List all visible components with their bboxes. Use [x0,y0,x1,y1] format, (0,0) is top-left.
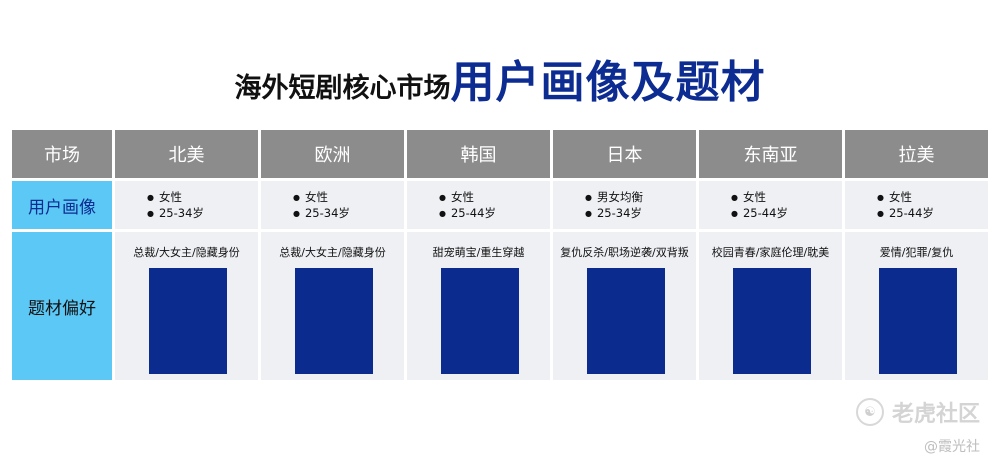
market-table: 市场 北美 欧洲 韩国 日本 东南亚 拉美 用户画像 女性25-34岁 女性25… [12,130,988,380]
genre-text: 复仇反杀/职场逆袭/双背叛 [560,246,689,259]
tiger-logo-icon: ☯ [855,398,884,426]
persona-cell: 女性25-44岁 [407,181,550,229]
genre-text: 总裁/大女主/隐藏身份 [133,246,240,259]
genre-text: 总裁/大女主/隐藏身份 [279,246,386,259]
watermark-text: 老虎社区 [891,402,980,427]
genre-cell: 甜宠萌宝/重生穿越 [407,232,550,380]
genre-cell: 总裁/大女主/隐藏身份 [261,232,404,380]
persona-cell: 女性25-34岁 [261,181,404,229]
persona-age: 25-34岁 [585,206,643,222]
header-market: 北美 [115,130,258,178]
persona-age: 25-34岁 [293,206,350,222]
genre-bar [295,268,373,374]
persona-age: 25-34岁 [147,206,204,222]
persona-age: 25-44岁 [877,206,934,222]
watermark: ☯ 老虎社区 [855,396,980,428]
genre-bar [587,268,665,374]
persona-cell: 女性25-34岁 [115,181,258,229]
credit-text: @霞光社 [924,439,980,455]
genre-bar [441,268,519,374]
header-corner: 市场 [12,130,112,178]
genre-text: 爱情/犯罪/复仇 [879,246,954,259]
persona-gender: 女性 [439,190,496,206]
row-label-genre: 题材偏好 [12,232,112,380]
header-market: 东南亚 [699,130,842,178]
persona-gender: 女性 [147,190,204,206]
persona-cell: 男女均衡25-34岁 [553,181,696,229]
header-market: 拉美 [845,130,988,178]
genre-bar [879,268,957,374]
persona-cell: 女性25-44岁 [699,181,842,229]
genre-bar [149,268,227,374]
row-label-persona: 用户画像 [12,181,112,229]
persona-gender: 女性 [877,190,934,206]
persona-cell: 女性25-44岁 [845,181,988,229]
persona-gender: 女性 [731,190,788,206]
genre-text: 校园青春/家庭伦理/耽美 [711,246,830,259]
genre-cell: 复仇反杀/职场逆袭/双背叛 [553,232,696,380]
genre-cell: 爱情/犯罪/复仇 [845,232,988,380]
page-title: 海外短剧核心市场用户画像及题材 [0,46,1000,110]
persona-gender: 男女均衡 [585,190,643,206]
genre-cell: 总裁/大女主/隐藏身份 [115,232,258,380]
persona-gender: 女性 [293,190,350,206]
header-market: 韩国 [407,130,550,178]
genre-text: 甜宠萌宝/重生穿越 [432,246,525,259]
title-main: 海外短剧核心市场 [234,73,451,104]
persona-age: 25-44岁 [731,206,788,222]
genre-cell: 校园青春/家庭伦理/耽美 [699,232,842,380]
genre-bar [733,268,811,374]
header-market: 日本 [553,130,696,178]
header-market: 欧洲 [261,130,404,178]
title-accent: 用户画像及题材 [450,57,766,108]
persona-age: 25-44岁 [439,206,496,222]
